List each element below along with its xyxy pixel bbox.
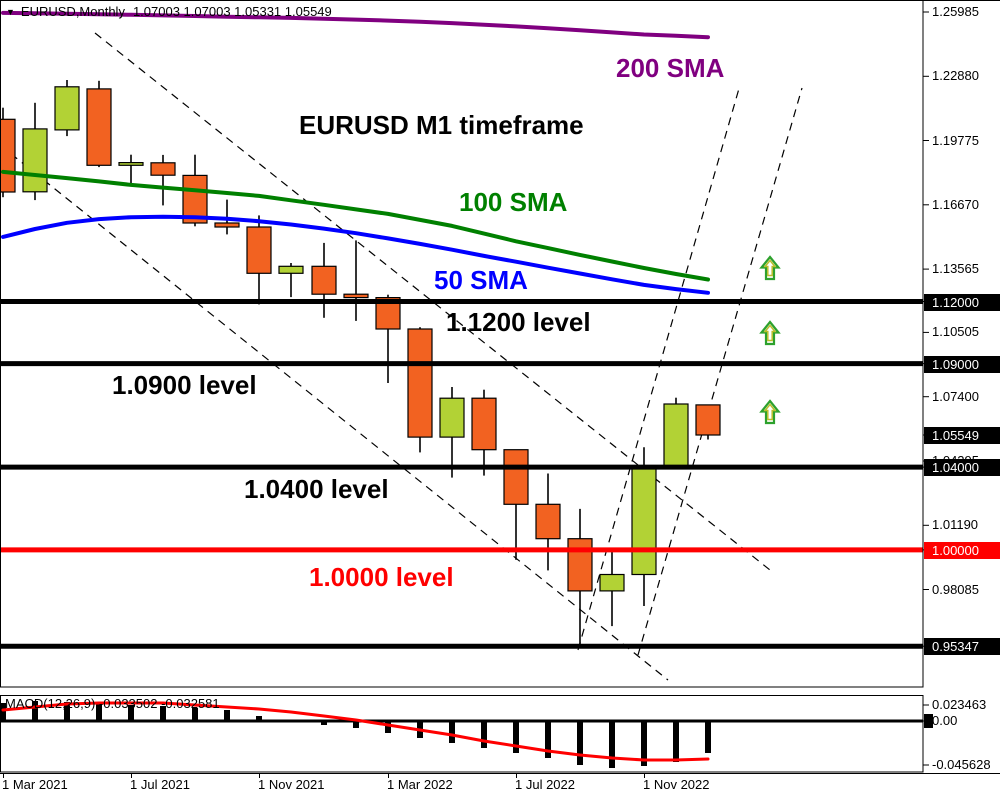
candle-nov-2021 [246, 215, 272, 305]
candle-aug-2021 [150, 154, 176, 206]
up-arrow-icon-1 [759, 255, 781, 281]
macd-histogram [0, 701, 711, 768]
annotation-timeframe-note: EURUSD M1 timeframe [299, 110, 584, 140]
up-arrow-icon-3 [759, 399, 781, 425]
annotation-level-11200: 1.1200 level [446, 307, 591, 337]
candle-feb-2022 [343, 240, 369, 321]
candle-apr-2022 [407, 327, 433, 453]
symbol-marker-icon[interactable]: ▼ [6, 7, 15, 17]
candle-apr-2021 [22, 102, 48, 201]
macd-pane-border [0, 695, 924, 773]
annotation-sma200-label: 200 SMA [616, 53, 725, 83]
sma100-line [1, 169, 710, 282]
ohlc-values: 1.07003 1.07003 1.05331 1.05549 [132, 4, 332, 19]
candle-dec-2022 [663, 397, 689, 469]
annotation-level-10400: 1.0400 level [244, 474, 389, 504]
descending-channel-lower-line [0, 144, 669, 681]
candle-mar-2021 [0, 107, 16, 198]
up-arrow-icon-2 [759, 320, 781, 346]
annotation-level-10900: 1.0900 level [112, 370, 257, 400]
annotation-sma50-label: 50 SMA [434, 265, 528, 295]
candle-may-2022 [439, 387, 465, 478]
sma50-line [1, 214, 710, 295]
candle-jan-2022 [311, 242, 337, 318]
candle-jun-2021 [86, 80, 112, 168]
sma200-line [1, 10, 710, 40]
descending-channel-upper-line [94, 32, 771, 571]
chart-title-bar: ▼ EURUSD,Monthly 1.07003 1.07003 1.05331 1… [6, 4, 332, 19]
macd-indicator-label: MACD(12,26,9) -0.033502 -0.032581 [5, 696, 220, 711]
candle-nov-2022 [631, 447, 657, 606]
candle-jun-2022 [471, 389, 497, 476]
candle-may-2021 [54, 80, 80, 137]
annotation-sma100-label: 100 SMA [459, 187, 568, 217]
candle-oct-2022 [599, 552, 625, 627]
candle-aug-2022 [535, 473, 561, 571]
symbol-period-label: EURUSD,Monthly [20, 4, 125, 19]
annotation-level-10000: 1.0000 level [309, 562, 454, 592]
macd-signal-line [1, 701, 710, 762]
candle-jan-2023 [695, 404, 721, 440]
candle-dec-2021 [278, 263, 304, 298]
ascending-trendline-right-line [637, 87, 803, 656]
candle-jul-2021 [118, 154, 144, 184]
